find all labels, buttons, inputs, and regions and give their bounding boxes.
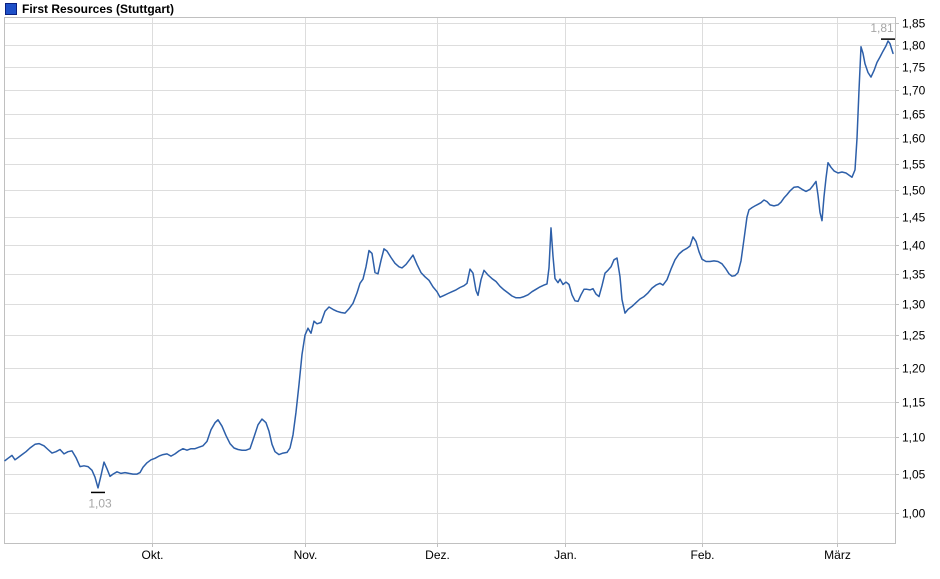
x-axis-tick-label: März [824, 548, 851, 562]
chart-legend: First Resources (Stuttgart) [5, 2, 174, 16]
x-axis-tick-label: Okt. [141, 548, 163, 562]
y-axis-tick-label: 1,50 [902, 184, 926, 198]
price-line [4, 40, 894, 489]
x-axis-tick-label: Jan. [554, 548, 577, 562]
chart-title: First Resources (Stuttgart) [22, 2, 175, 16]
y-axis-tick-label: 1,45 [902, 211, 926, 225]
low-marker-label: 1,03 [88, 496, 112, 510]
axis-labels: 1,00 1,05 1,10 1,15 1,20 1,25 1,30 1,35 1,40 1,45… [141, 17, 925, 563]
y-axis-tick-label: 1,60 [902, 132, 926, 146]
y-axis-tick-label: 1,65 [902, 108, 926, 122]
y-axis-tick-label: 1,40 [902, 239, 926, 253]
y-axis-tick-label: 1,55 [902, 158, 926, 172]
x-axis-tick-label: Nov. [294, 548, 318, 562]
legend-color-swatch [5, 3, 17, 15]
y-axis-tick-label: 1,30 [902, 298, 926, 312]
y-axis-tick-label: 1,75 [902, 61, 926, 75]
y-axis-tick-label: 1,35 [902, 268, 926, 282]
grid-lines [4, 17, 895, 543]
high-marker-label: 1,81 [870, 21, 894, 35]
y-axis-tick-label: 1,15 [902, 396, 926, 410]
y-axis-tick-label: 1,00 [902, 507, 926, 521]
y-axis-tick-label: 1,80 [902, 39, 926, 53]
y-axis-tick-label: 1,20 [902, 362, 926, 376]
y-axis-tick-label: 1,10 [902, 431, 926, 445]
y-axis-tick-label: 1,05 [902, 468, 926, 482]
x-axis-tick-label: Feb. [690, 548, 714, 562]
y-axis-tick-label: 1,70 [902, 84, 926, 98]
plot-border [4, 17, 896, 544]
y-axis-tick-label: 1,85 [902, 17, 926, 31]
y-axis-tick-label: 1,25 [902, 329, 926, 343]
x-axis-tick-label: Dez. [425, 548, 450, 562]
